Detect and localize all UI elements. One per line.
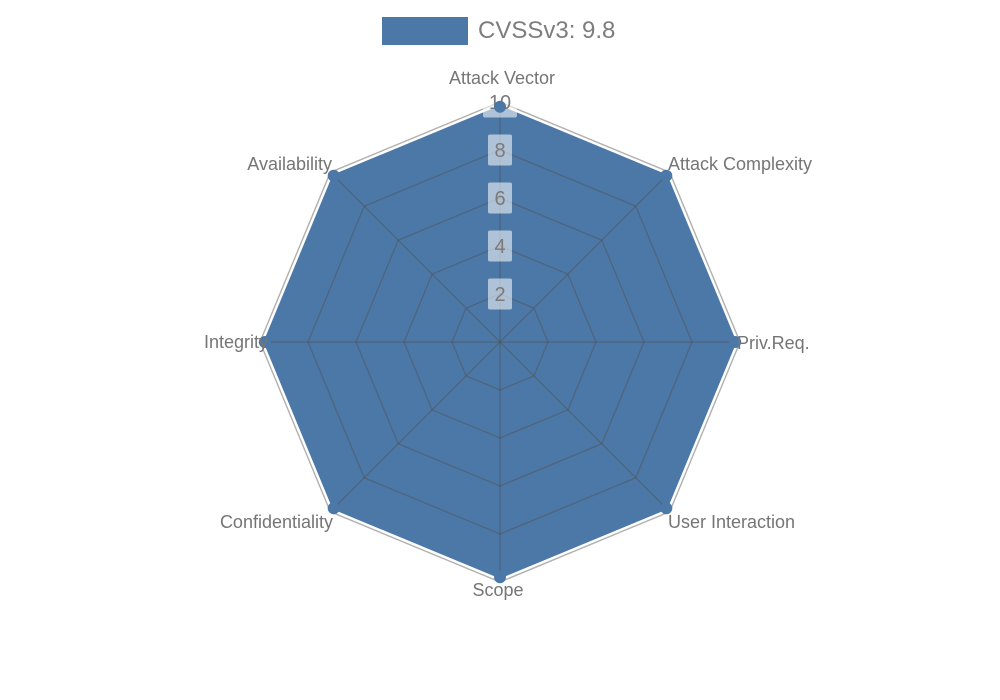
grid-ring (355, 197, 645, 487)
rtick-box (488, 134, 512, 166)
data-point-marker (258, 336, 271, 348)
grid-ring (403, 245, 597, 439)
legend-label: CVSSv3: 9.8 (478, 17, 616, 44)
rtick-box (488, 182, 512, 214)
axis-label: Priv.Req. (737, 333, 810, 353)
axis-label: Attack Complexity (668, 154, 812, 174)
axis-spoke (499, 341, 671, 513)
axis-spoke (329, 171, 501, 343)
data-point-marker (729, 336, 742, 348)
data-point-marker (494, 100, 506, 113)
legend: CVSSv3: 9.8 (382, 16, 615, 46)
rtick-label: 4 (494, 236, 505, 258)
rtick-label: 6 (494, 188, 505, 210)
data-point-marker (327, 502, 340, 515)
grid-ring (307, 149, 693, 535)
series-area (264, 106, 736, 578)
data-point-marker (494, 571, 506, 584)
axis-label: Scope (472, 580, 523, 600)
axis-label: Confidentiality (220, 512, 333, 532)
axis-label: Integrity (204, 332, 268, 352)
axis-spoke (499, 171, 671, 343)
axis-label: User Interaction (668, 512, 795, 532)
rtick-label: 2 (494, 284, 505, 306)
rtick-box (488, 278, 512, 310)
data-point-marker (327, 169, 340, 182)
rtick-box (488, 230, 512, 262)
rtick-label: 8 (494, 140, 505, 162)
axis-spoke (329, 341, 501, 513)
data-point-marker (660, 169, 673, 182)
axis-label: Attack Vector (449, 68, 555, 88)
axis-label: Availability (247, 154, 332, 174)
legend-swatch (382, 17, 468, 45)
data-point-marker (660, 502, 673, 515)
grid-ring (451, 293, 549, 391)
